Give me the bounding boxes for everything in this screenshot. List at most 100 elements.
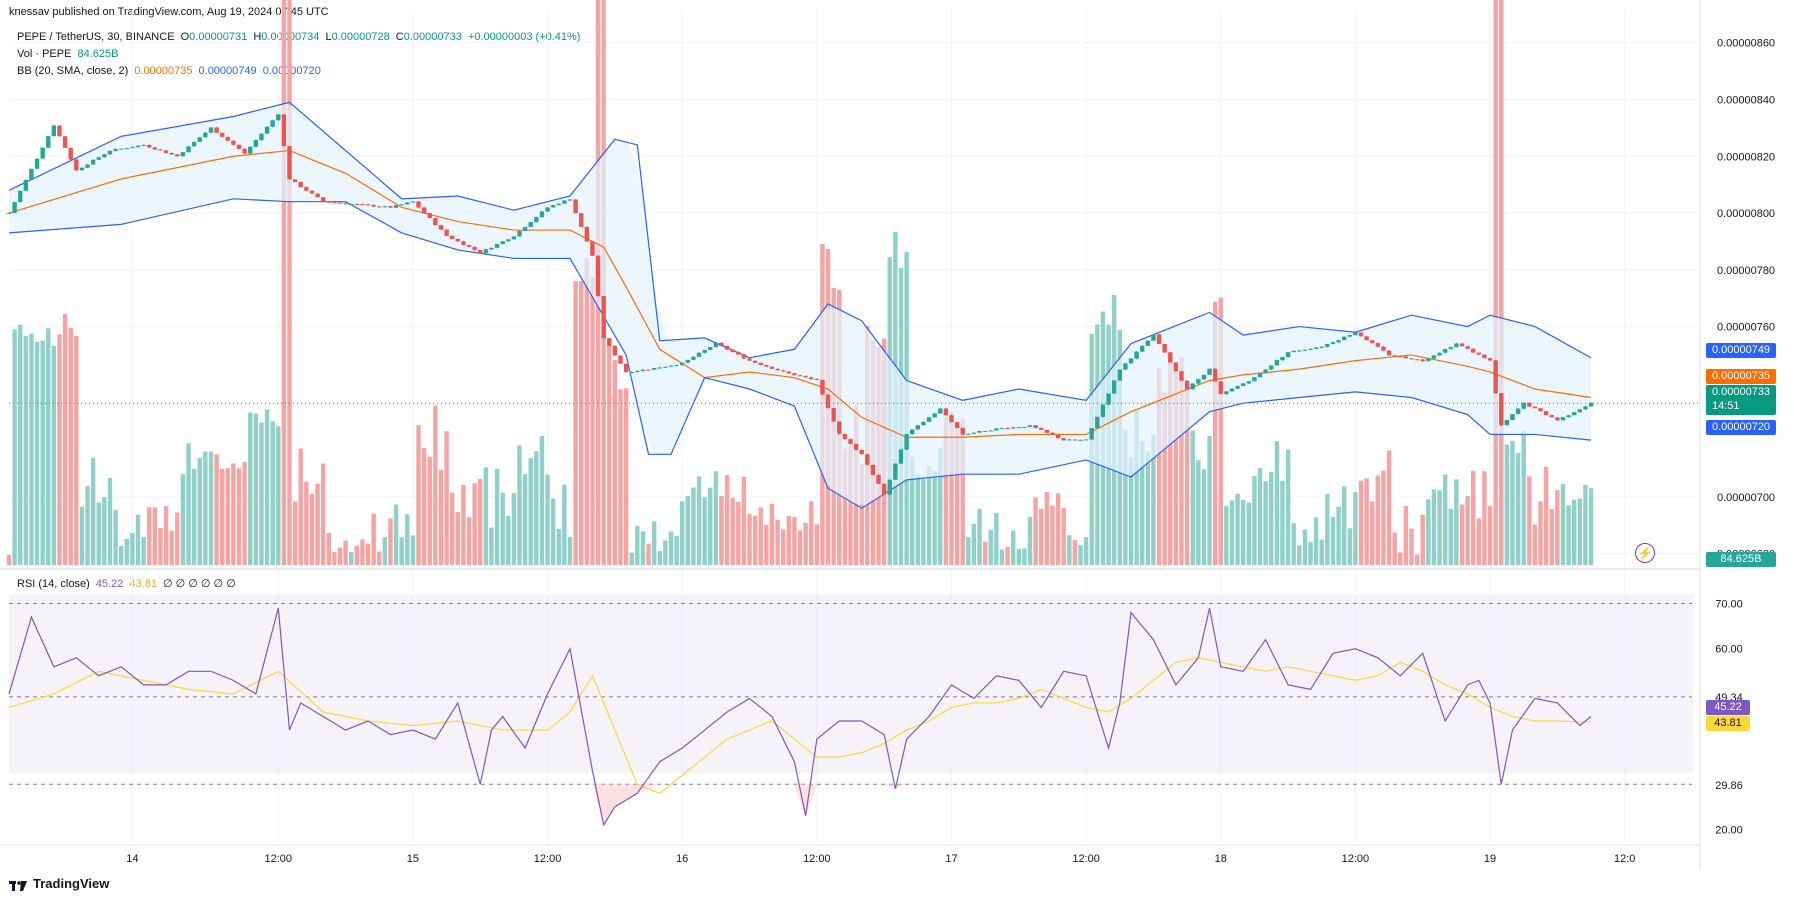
candle-body bbox=[1044, 429, 1050, 433]
candle-body bbox=[534, 217, 539, 223]
volume-bar bbox=[186, 443, 191, 565]
volume-bar bbox=[562, 484, 567, 565]
candle-body bbox=[208, 127, 214, 133]
candle-body bbox=[792, 373, 797, 376]
volume-bar bbox=[1392, 532, 1397, 565]
volume-bar bbox=[1055, 493, 1061, 565]
volume-bar bbox=[1229, 500, 1235, 565]
volume-bar bbox=[1145, 451, 1151, 565]
time-tick-label: 19 bbox=[1484, 853, 1496, 865]
candle-body bbox=[1465, 346, 1470, 349]
candle-body bbox=[489, 247, 494, 250]
candle-body bbox=[1067, 439, 1072, 441]
candle-body bbox=[556, 203, 561, 206]
open-value: 0.00000731 bbox=[189, 31, 248, 43]
bb-legend: BB (20, SMA, close, 2) 0.00000735 0.0000… bbox=[17, 65, 324, 77]
rsi-label: RSI (14, close) bbox=[17, 578, 90, 590]
candle-body bbox=[483, 249, 489, 254]
candle-body bbox=[1431, 355, 1437, 359]
candle-body bbox=[1100, 404, 1106, 417]
candle-body bbox=[881, 483, 887, 495]
volume-bar bbox=[764, 524, 769, 565]
volume-bar bbox=[23, 336, 29, 565]
volume-bar bbox=[79, 506, 85, 565]
volume-bar bbox=[1510, 440, 1515, 565]
candle-body bbox=[1173, 362, 1179, 372]
candle-body bbox=[304, 187, 309, 191]
candle-body bbox=[769, 366, 775, 369]
candle-body bbox=[197, 137, 202, 142]
candle-body bbox=[46, 136, 51, 148]
candle-body bbox=[1454, 343, 1459, 348]
candle-body bbox=[629, 372, 634, 374]
candle-body bbox=[343, 203, 348, 205]
volume-bar bbox=[1543, 466, 1549, 565]
close-label: C bbox=[395, 31, 404, 43]
volume-bar bbox=[236, 468, 242, 565]
price-tick-label: 0.00000840 bbox=[1717, 94, 1775, 106]
candle-body bbox=[1364, 336, 1369, 341]
volume-bar bbox=[483, 467, 489, 565]
candle-body bbox=[921, 421, 926, 426]
volume-bar bbox=[438, 469, 444, 565]
volume-bar bbox=[1471, 470, 1476, 565]
candle-body bbox=[966, 433, 971, 435]
candle-body bbox=[315, 193, 320, 198]
candle-body bbox=[231, 140, 236, 145]
candle-body bbox=[1190, 383, 1195, 390]
volume-bar bbox=[915, 474, 921, 565]
logo-text: TradingView bbox=[33, 876, 110, 891]
candle-body bbox=[85, 164, 90, 168]
volume-bar bbox=[500, 492, 505, 565]
volume-bar bbox=[556, 529, 561, 565]
candle-body bbox=[421, 207, 427, 214]
candle-body bbox=[971, 432, 977, 434]
volume-bar bbox=[971, 523, 977, 565]
candle-body bbox=[287, 146, 292, 180]
candle-body bbox=[1420, 359, 1425, 362]
volume-bar bbox=[388, 518, 393, 565]
change-value: +0.00000003 (+0.41%) bbox=[467, 31, 581, 43]
candle-body bbox=[427, 213, 432, 219]
bb-band-fill bbox=[9, 103, 1592, 506]
candle-body bbox=[158, 149, 163, 151]
candle-body bbox=[1117, 369, 1122, 381]
candle-body bbox=[1010, 427, 1016, 429]
candle-body bbox=[1156, 334, 1162, 344]
candle-body bbox=[1162, 343, 1167, 353]
volume-bar bbox=[657, 551, 662, 565]
volume-bar bbox=[1347, 528, 1352, 565]
rsi-extra-values: ∅ ∅ ∅ ∅ ∅ ∅ bbox=[163, 578, 236, 590]
candle-body bbox=[320, 197, 326, 202]
lightning-icon[interactable]: ⚡ bbox=[1635, 543, 1655, 563]
candle-body bbox=[1016, 427, 1021, 429]
candle-body bbox=[152, 147, 158, 150]
candle-body bbox=[1482, 354, 1487, 359]
volume-bar bbox=[304, 481, 309, 565]
volume-bar bbox=[1313, 517, 1319, 565]
candle-body bbox=[102, 154, 107, 158]
candle-body bbox=[1319, 346, 1324, 348]
volume-bar bbox=[292, 501, 298, 565]
candle-body bbox=[915, 425, 921, 430]
volume-bar bbox=[102, 496, 107, 565]
rsi-value-tag: 45.22 bbox=[1706, 700, 1750, 715]
volume-bar bbox=[1196, 460, 1201, 565]
volume-bar bbox=[449, 492, 455, 565]
candle-body bbox=[298, 182, 303, 188]
volume-bar bbox=[1336, 506, 1341, 565]
volume-bar bbox=[365, 543, 371, 565]
candle-body bbox=[90, 159, 96, 165]
candle-body bbox=[590, 241, 595, 256]
volume-bar bbox=[988, 529, 993, 565]
volume-bar bbox=[1364, 478, 1369, 565]
volume-value: 84.625B bbox=[77, 48, 119, 60]
volume-bar bbox=[231, 463, 236, 565]
candle-body bbox=[119, 148, 124, 150]
volume-bar bbox=[1409, 528, 1414, 565]
candle-body bbox=[1072, 439, 1078, 441]
rsi-tick-label: 70.00 bbox=[1715, 599, 1743, 611]
tradingview-logo[interactable]: TradingView bbox=[9, 876, 109, 891]
volume-bar bbox=[382, 537, 388, 565]
